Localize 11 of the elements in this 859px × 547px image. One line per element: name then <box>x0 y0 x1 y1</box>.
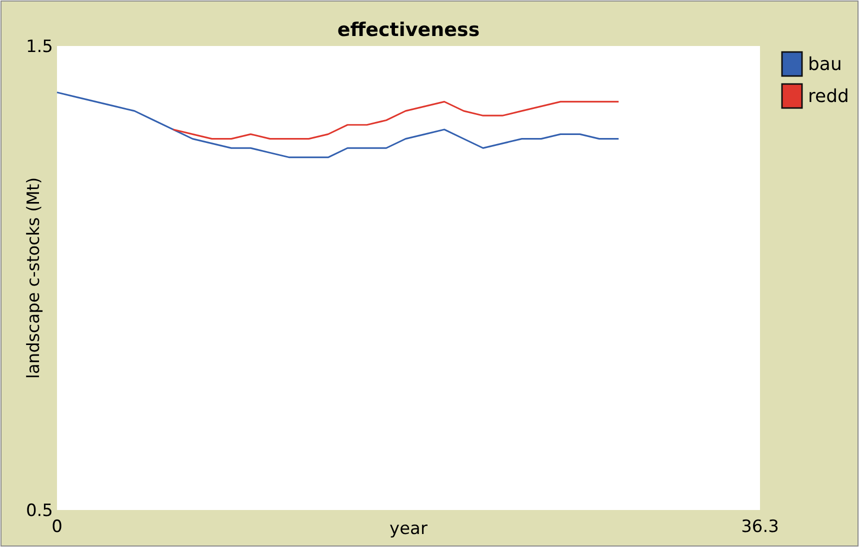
y-tick-label: 1.5 <box>26 36 53 57</box>
x-axis-title: year <box>390 519 428 539</box>
line-series <box>56 92 620 158</box>
chart-title: effectiveness <box>337 19 480 41</box>
legend-label: bau <box>808 54 842 75</box>
y-tick-label: 0.5 <box>26 500 53 521</box>
y-axis-title: landscape c-stocks (Mt) <box>24 177 44 379</box>
line-series <box>172 100 620 140</box>
legend-label: redd <box>808 86 849 107</box>
x-tick-label: 36.3 <box>741 517 779 537</box>
x-tick-label: 0 <box>52 517 62 537</box>
